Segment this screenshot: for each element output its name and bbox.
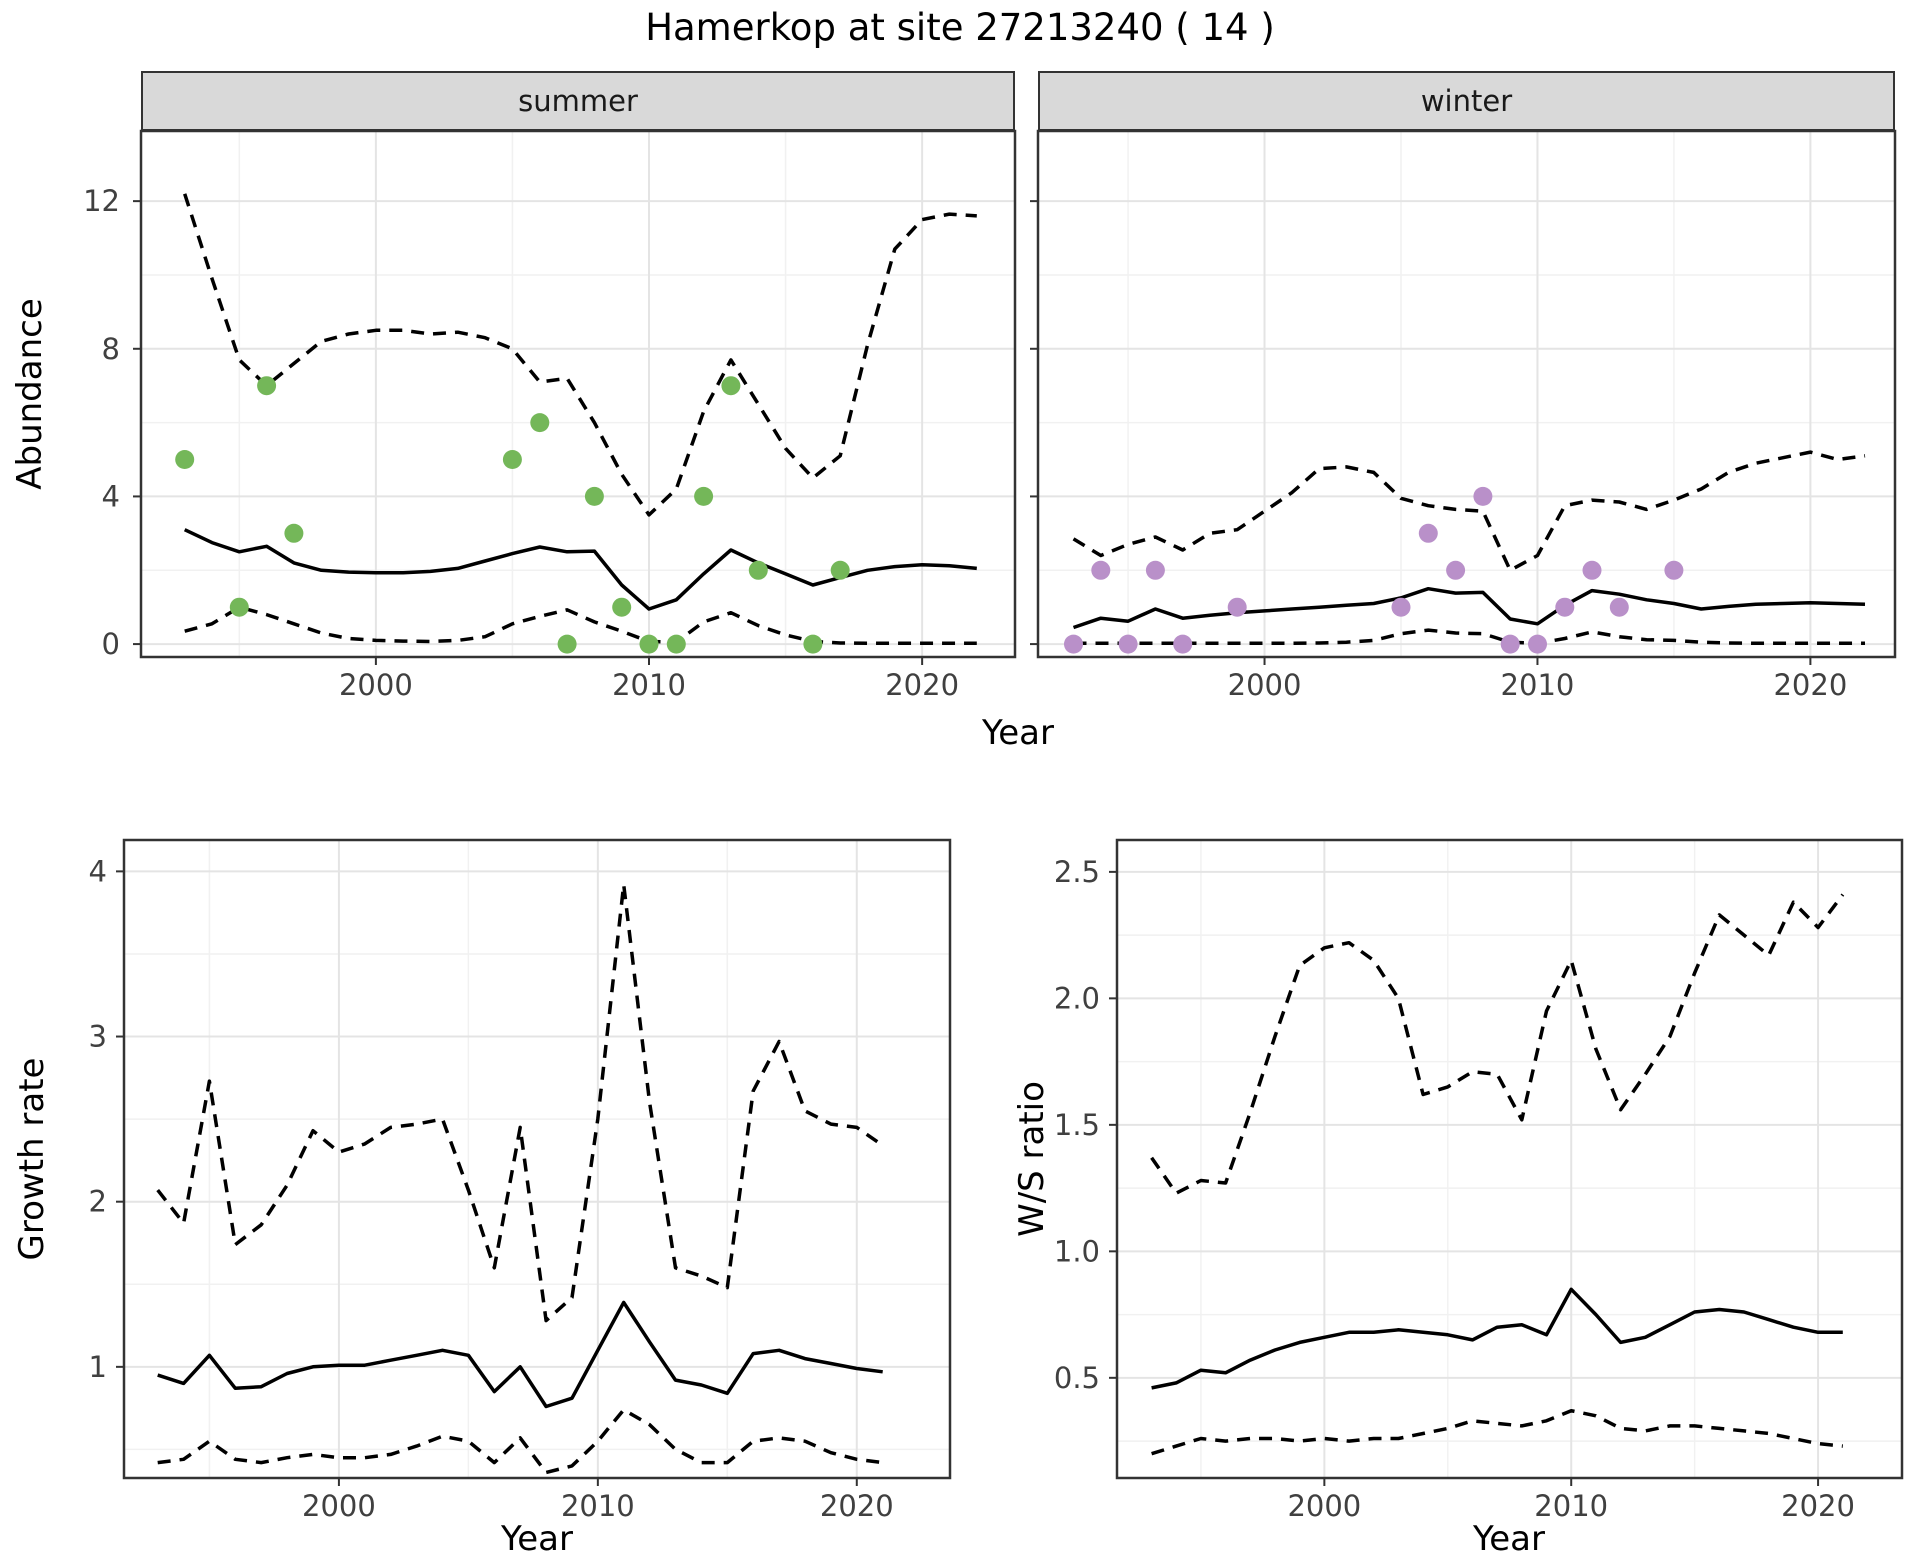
y-tick-label: 2 xyxy=(89,1185,107,1219)
panel-ws-ratio: 2000 2010 2020 0.5 1.0 1.5 2.0 2.5 xyxy=(1054,838,1904,1523)
x-tick-label: 2020 xyxy=(1781,1489,1855,1523)
series-lower_ci xyxy=(184,605,977,646)
facet-strip-summer: summer xyxy=(141,71,1015,131)
observation-point xyxy=(1528,634,1547,654)
series-lower_ci xyxy=(1151,1408,1843,1456)
observation-point xyxy=(530,413,550,433)
observation-point xyxy=(1500,634,1520,654)
observation-point xyxy=(830,560,850,580)
y-tick-label: 8 xyxy=(102,332,120,366)
y-tick-label: 1.0 xyxy=(1054,1234,1100,1268)
panel-border xyxy=(139,129,1017,659)
observation-point xyxy=(721,376,741,396)
observation-point xyxy=(1173,634,1193,654)
y-tick-label: 2.5 xyxy=(1054,855,1100,889)
observation-point xyxy=(1145,560,1165,580)
facet-label-summer: summer xyxy=(518,84,638,118)
panel-abundance-winter: 2000 2010 2020 xyxy=(1030,129,1897,702)
series-upper_ci xyxy=(183,193,977,517)
observation-point xyxy=(1609,597,1629,617)
x-tick-label: 2010 xyxy=(612,668,686,702)
panel-abundance-summer: 2000 2010 2020 0 4 8 12 xyxy=(83,129,1017,702)
chart-title: Hamerkop at site 27213240 ( 14 ) xyxy=(645,6,1275,49)
observation-point xyxy=(584,486,604,506)
y-tick-label: 0.5 xyxy=(1054,1361,1100,1395)
y-tick-label: 1.5 xyxy=(1054,1108,1100,1142)
observation-point xyxy=(1582,560,1602,580)
facet-strip-winter: winter xyxy=(1038,71,1895,131)
x-tick-label: 2010 xyxy=(561,1489,635,1523)
y-tick-label: 1 xyxy=(89,1350,107,1384)
y-axis-title-ws-ratio: W/S ratio xyxy=(1012,1081,1052,1237)
y-tick-label: 0 xyxy=(102,627,120,661)
series-lower_ci xyxy=(1073,628,1865,646)
series-upper_ci xyxy=(1150,893,1845,1195)
x-tick-label: 2010 xyxy=(1501,668,1575,702)
series-upper_ci xyxy=(156,882,884,1323)
observation-point xyxy=(803,634,823,654)
x-axis-title-year-bottom-right: Year xyxy=(1473,1519,1545,1559)
series-lower_ci xyxy=(157,1408,883,1475)
observation-point xyxy=(1118,634,1138,654)
observation-point xyxy=(612,597,632,617)
observation-point xyxy=(1391,597,1411,617)
observation-point xyxy=(666,634,686,654)
observation-point xyxy=(1091,560,1111,580)
observation-point xyxy=(748,560,768,580)
x-tick-label: 2020 xyxy=(1773,668,1847,702)
x-tick-label: 2000 xyxy=(1228,668,1302,702)
x-tick-label: 2020 xyxy=(820,1489,894,1523)
x-tick-label: 2000 xyxy=(1287,1489,1361,1523)
x-axis-title-year-top: Year xyxy=(982,713,1054,753)
series-mean xyxy=(1072,586,1866,630)
y-axis-title-abundance: Abundance xyxy=(10,298,50,490)
observation-point xyxy=(1418,523,1438,543)
observation-point xyxy=(1227,597,1247,617)
observation-point xyxy=(284,523,304,543)
panel-border xyxy=(1036,129,1897,659)
panel-border xyxy=(1115,838,1904,1480)
y-tick-label: 3 xyxy=(89,1020,107,1054)
x-tick-label: 2000 xyxy=(302,1489,376,1523)
observation-point xyxy=(694,486,714,506)
observation-point xyxy=(175,450,195,469)
y-tick-label: 4 xyxy=(102,479,120,513)
x-tick-label: 2000 xyxy=(339,668,413,702)
observation-point xyxy=(639,634,659,654)
x-tick-label: 2010 xyxy=(1534,1489,1608,1523)
observation-point xyxy=(1064,634,1083,654)
observation-point xyxy=(1446,560,1466,580)
y-tick-label: 2.0 xyxy=(1054,981,1100,1015)
observation-point xyxy=(557,634,577,654)
y-axis-title-growth-rate: Growth rate xyxy=(12,1057,52,1261)
y-tick-label: 4 xyxy=(89,854,107,888)
series-mean xyxy=(1151,1287,1843,1390)
observation-point xyxy=(502,450,522,469)
x-axis-title-year-bottom-left: Year xyxy=(501,1519,573,1559)
panel-growth-rate: 2000 2010 2020 1 2 3 4 xyxy=(89,838,952,1523)
y-tick-label: 12 xyxy=(83,184,120,218)
series-mean xyxy=(157,1300,883,1409)
facet-label-winter: winter xyxy=(1420,84,1513,118)
observation-point xyxy=(257,376,277,396)
series-upper_ci xyxy=(1072,450,1866,573)
observation-point xyxy=(1555,597,1575,617)
observation-point xyxy=(1473,486,1493,506)
observation-point xyxy=(1664,560,1684,580)
panel-border xyxy=(122,838,952,1480)
observation-point xyxy=(229,597,249,617)
x-tick-label: 2020 xyxy=(885,668,959,702)
